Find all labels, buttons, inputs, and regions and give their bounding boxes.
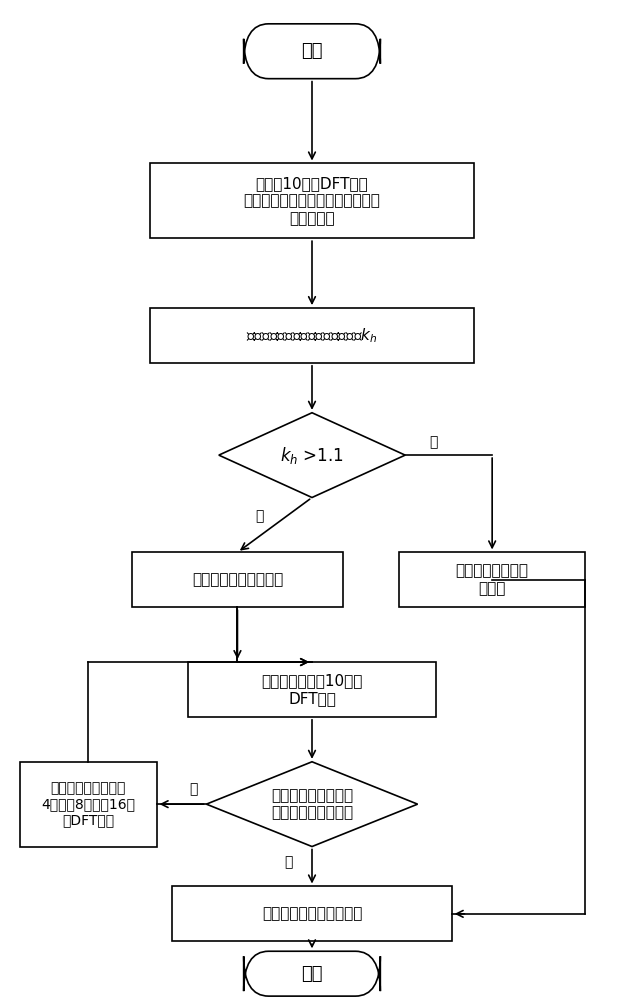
- Bar: [150, 163, 474, 238]
- Text: 对此谐波附近做10周波
DFT分析: 对此谐波附近做10周波 DFT分析: [261, 673, 363, 706]
- FancyBboxPatch shape: [243, 24, 381, 79]
- Text: $k_h$ >1.1: $k_h$ >1.1: [280, 445, 344, 466]
- Text: 结束: 结束: [301, 965, 323, 983]
- Bar: [188, 662, 436, 717]
- Text: 此谐波附近不存在
间谐波: 此谐波附近不存在 间谐波: [456, 564, 529, 596]
- Text: 某个间谐波最大且其
相邻间谐波相对较小: 某个间谐波最大且其 相邻间谐波相对较小: [271, 788, 353, 820]
- Text: 对此谐波附近分别做
4周波、8周波、16周
波DFT分析: 对此谐波附近分别做 4周波、8周波、16周 波DFT分析: [41, 781, 135, 827]
- FancyBboxPatch shape: [243, 951, 381, 996]
- Text: 此谐波附近存在间谐波: 此谐波附近存在间谐波: [192, 572, 283, 587]
- Polygon shape: [207, 762, 417, 847]
- Text: 确定主导间谐波频谱分布: 确定主导间谐波频谱分布: [262, 906, 362, 921]
- Bar: [172, 886, 452, 941]
- Bar: [132, 552, 343, 607]
- Bar: [150, 308, 474, 363]
- Polygon shape: [219, 413, 405, 498]
- Bar: [399, 552, 585, 607]
- Text: 是: 是: [255, 509, 263, 523]
- Text: 是: 是: [284, 855, 293, 869]
- Bar: [20, 762, 157, 847]
- Text: 开始: 开始: [301, 42, 323, 60]
- Text: 谐波群集有效值与谐波有效值比值$k_h$: 谐波群集有效值与谐波有效值比值$k_h$: [246, 326, 378, 345]
- Text: 信号做10周波DFT，并
计算谐波单谱线有效值以及谐波群
集的有效值: 信号做10周波DFT，并 计算谐波单谱线有效值以及谐波群 集的有效值: [243, 176, 381, 226]
- Text: 否: 否: [429, 435, 437, 449]
- Text: 否: 否: [190, 782, 198, 796]
